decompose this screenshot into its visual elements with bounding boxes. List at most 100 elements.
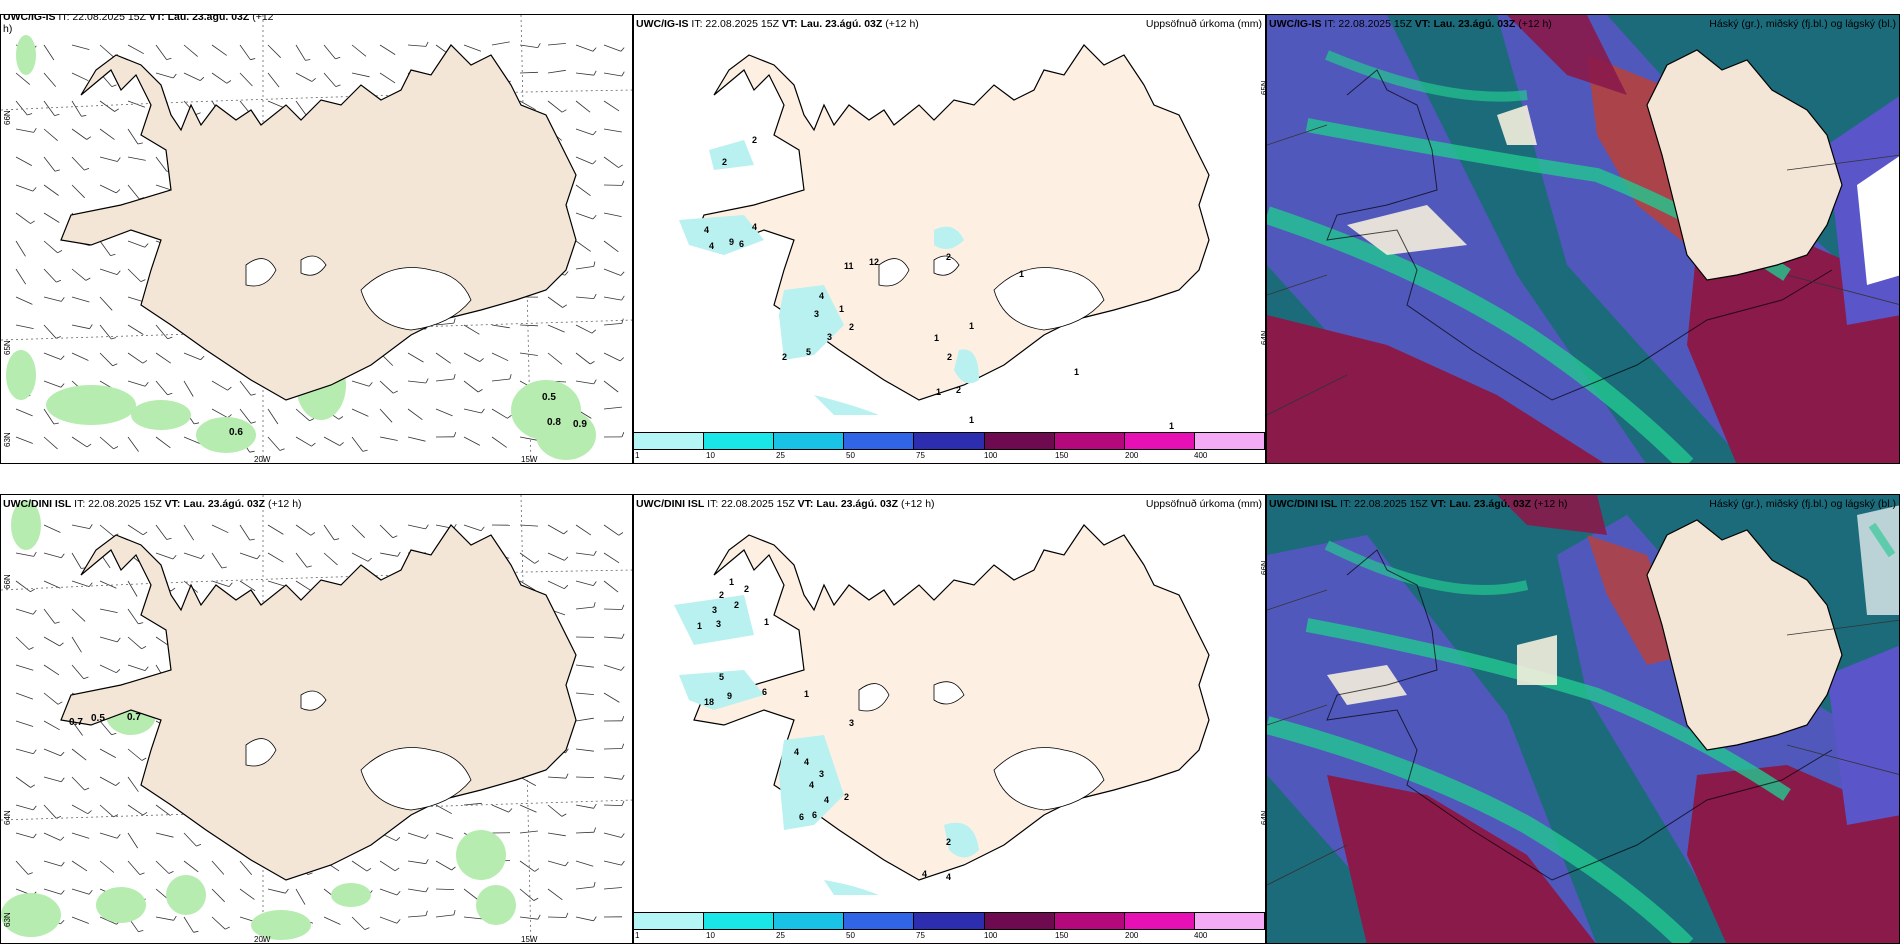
wind-barb: [603, 860, 622, 866]
valid-time: VT: Lau. 23.ágú. 03Z: [781, 18, 883, 30]
colorbar-cell: [1124, 433, 1195, 449]
wind-barb: [71, 664, 85, 679]
wind-barb: [575, 664, 594, 668]
wind-barb: [351, 552, 369, 562]
wind-barb: [603, 128, 622, 133]
wind-barb: [463, 44, 482, 52]
wind-barb-flag: [196, 843, 202, 847]
valid-time: VT: Lau. 23.ágú. 03Z: [797, 498, 899, 510]
wind-barb-flag: [564, 556, 569, 561]
precip-value: 4: [709, 241, 714, 251]
wind-barb: [295, 100, 307, 116]
colorbar-tick: 75: [916, 451, 925, 460]
wind-barb: [547, 916, 567, 918]
wind-barb-flag: [477, 389, 483, 393]
colorbar-cell: [634, 913, 705, 929]
colorbar-tick: 100: [984, 451, 998, 460]
wind-barb: [155, 380, 168, 396]
wind-panel-dini: 0.7 0.5 0.7 UWC/DINI ISL IT: 22.08.2025 …: [0, 494, 633, 944]
colorbar-cell: [914, 913, 985, 929]
wind-barb: [267, 552, 284, 563]
precip-value: 3: [712, 605, 717, 615]
precip-value: 4: [809, 780, 814, 790]
glaciers: [878, 255, 1105, 331]
wind-barb-flag: [453, 373, 456, 380]
wind-max-value: 0.9: [573, 419, 587, 430]
wind-barb: [547, 324, 565, 333]
wind-barb: [463, 352, 480, 362]
wind-barb-flag: [311, 77, 316, 82]
init-time: IT: 22.08.2025 15Z: [74, 498, 162, 510]
valid-time: VT: Lau. 23.ágú. 03Z: [1414, 18, 1516, 30]
wind-barb: [15, 636, 30, 650]
wind-barb: [435, 378, 454, 382]
colorbar-cell: [774, 913, 845, 929]
wind-barb-flag: [111, 337, 117, 340]
wind-barb: [127, 748, 143, 761]
wind-barb: [407, 860, 426, 865]
wind-barb: [239, 580, 256, 592]
wind-barb-flag: [60, 890, 65, 895]
glaciers: [245, 255, 472, 331]
wind-barb: [239, 72, 253, 87]
precip-value: 1: [936, 387, 941, 397]
wind-barb: [71, 44, 90, 50]
wind-barb: [15, 832, 34, 839]
colorbar-cell: [704, 913, 775, 929]
precip-patches: [6, 35, 596, 460]
wind-barb: [43, 72, 57, 87]
wind-barb: [435, 322, 454, 326]
glaciers: [858, 681, 1105, 811]
wind-barb-flag: [453, 318, 456, 324]
wind-barb: [575, 156, 593, 165]
wind-panel-igis: 0.6 0.5 0.8 0.9 UWC/IG-IS IT: 22.08.2025…: [0, 14, 633, 464]
wind-barb: [155, 552, 174, 560]
wind-barb: [603, 44, 622, 52]
wind-barb: [15, 860, 29, 875]
wind-barb: [127, 804, 144, 816]
wind-barb: [211, 916, 226, 930]
wind-barb: [435, 888, 455, 890]
wind-barb-flag: [114, 108, 120, 112]
wind-barb: [99, 580, 117, 589]
precip-value: 2: [752, 135, 757, 145]
lon-label: 15W: [521, 455, 538, 464]
colorbar-tick: 50: [846, 931, 855, 940]
precip-value: 18: [704, 697, 714, 707]
wind-barb: [155, 832, 174, 838]
wind-barb-flag: [221, 566, 227, 569]
precip-value: 2: [782, 352, 787, 362]
lon-label: 20W: [254, 455, 271, 464]
wind-barb: [575, 266, 594, 270]
wind-barb: [99, 436, 114, 450]
wind-barb: [211, 44, 227, 56]
wind-barb-flag: [593, 261, 596, 267]
wind-barb-flag: [562, 304, 568, 308]
wind-panel-header: UWC/IG-IS IT: 22.08.2025 15Z VT: Lau. 23…: [3, 15, 274, 35]
wind-barb: [519, 552, 535, 564]
wind-barb: [575, 804, 594, 809]
precip-map-igis: 2 2 4 4 9 6 4 11 12 2 1 4 2 1 1 1 3 2 5 …: [679, 44, 1210, 431]
colorbar-cell: [1194, 433, 1265, 449]
wind-barb-flag: [563, 530, 568, 535]
cloud-layers: [1267, 495, 1899, 943]
wind-barb-flag: [396, 891, 401, 896]
wind-barb-flag: [621, 833, 625, 838]
wind-barb: [15, 776, 31, 788]
wind-barb-flag: [115, 189, 121, 194]
wind-barb-flag: [172, 554, 177, 560]
wind-barb: [603, 296, 622, 301]
wind-barb: [603, 268, 621, 276]
wind-barb: [43, 352, 61, 360]
wind-barb: [183, 832, 197, 847]
wind-barb: [183, 44, 198, 57]
lat-label: 66N: [3, 574, 12, 589]
wind-barb: [547, 100, 563, 113]
wind-barb: [15, 184, 34, 192]
wind-barb: [15, 608, 34, 615]
wind-barb: [99, 524, 115, 537]
wind-barb: [43, 100, 55, 116]
wind-barb: [155, 524, 168, 540]
wind-barb: [323, 436, 340, 446]
wind-barb: [15, 804, 34, 811]
